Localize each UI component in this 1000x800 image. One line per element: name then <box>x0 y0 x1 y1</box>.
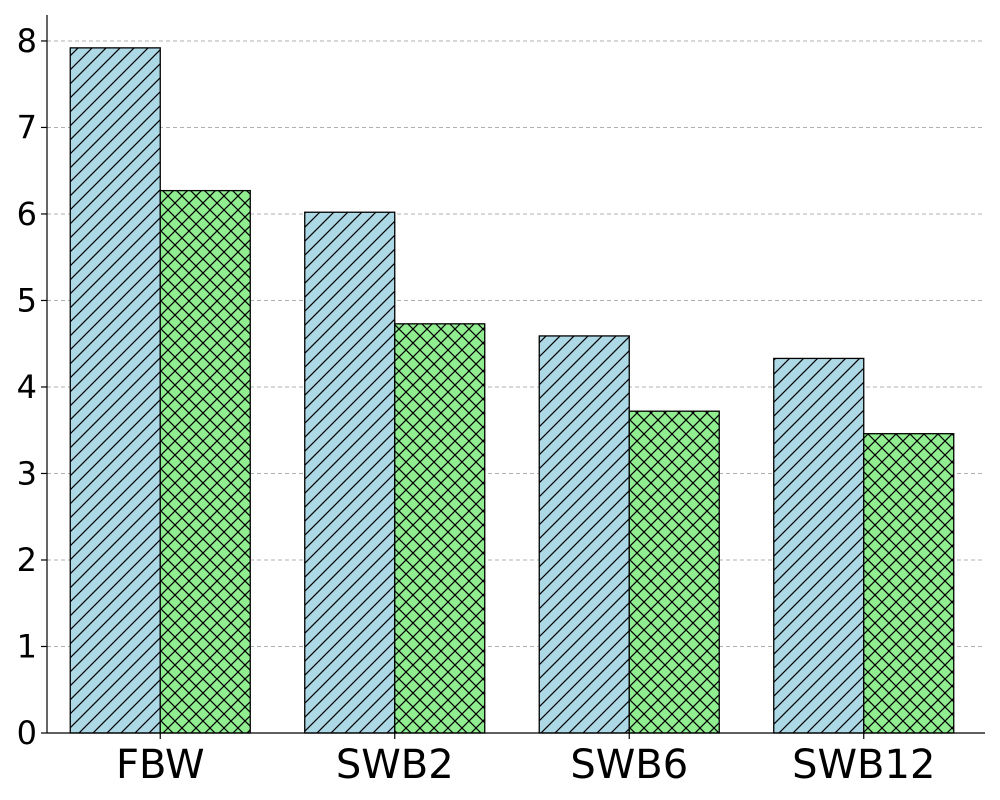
x-tick-labels: FBW SWB2 SWB6 SWB12 <box>116 742 935 788</box>
y-tick-label: 8 <box>17 22 37 60</box>
bar-swb12-series-1 <box>773 357 865 734</box>
x-tick-label: SWB2 <box>336 742 454 788</box>
y-tick-label: 7 <box>17 108 37 146</box>
y-tick-label: 4 <box>17 368 37 406</box>
y-tick-labels: 0 1 2 3 4 5 6 7 8 <box>17 22 37 752</box>
bars <box>69 47 955 734</box>
x-tick-label: FBW <box>116 742 205 788</box>
bar-swb6-series-1 <box>538 335 630 734</box>
y-tick-label: 5 <box>17 281 37 319</box>
y-tick-label: 6 <box>17 195 37 233</box>
bar-swb2-series-1 <box>304 211 396 734</box>
bar-fbw-series-1 <box>69 47 161 734</box>
bar-swb6-series-2 <box>628 410 720 734</box>
x-tick-label: SWB6 <box>570 742 688 788</box>
axes <box>41 15 985 739</box>
x-tick-label: SWB12 <box>792 742 935 788</box>
y-tick-label: 2 <box>17 541 37 579</box>
y-tick-label: 1 <box>17 627 37 665</box>
y-tick-label: 0 <box>17 714 37 752</box>
bar-swb2-series-2 <box>394 323 486 734</box>
y-tick-label: 3 <box>17 454 37 492</box>
bar-swb12-series-2 <box>863 433 955 734</box>
bar-fbw-series-2 <box>159 189 251 734</box>
